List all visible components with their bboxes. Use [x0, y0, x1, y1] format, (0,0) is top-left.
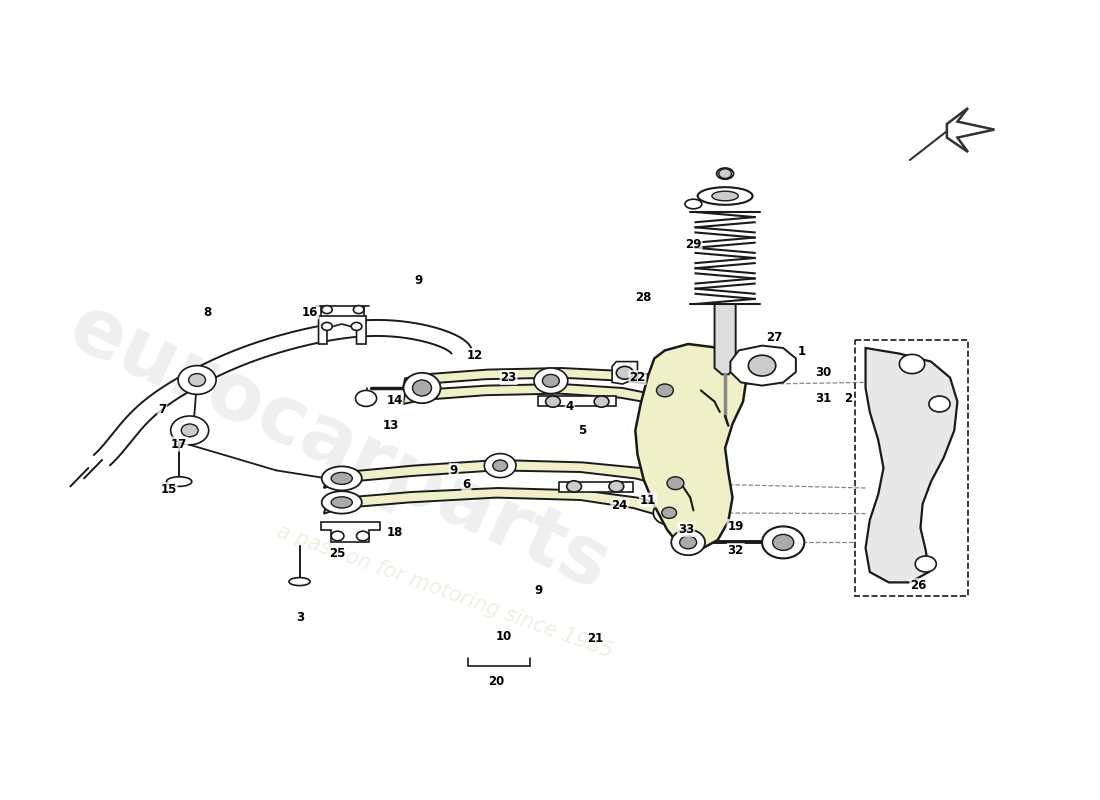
Ellipse shape [321, 466, 362, 490]
Text: 6: 6 [462, 478, 471, 490]
Ellipse shape [685, 199, 702, 209]
Circle shape [653, 501, 685, 525]
Ellipse shape [404, 373, 440, 403]
Circle shape [356, 531, 370, 541]
Text: 31: 31 [815, 392, 832, 405]
Text: 24: 24 [612, 499, 628, 512]
Circle shape [772, 534, 794, 550]
Circle shape [170, 416, 209, 445]
Polygon shape [403, 368, 669, 388]
Circle shape [748, 355, 775, 376]
Circle shape [762, 526, 804, 558]
Text: 9: 9 [415, 274, 424, 286]
Text: 9: 9 [535, 584, 542, 597]
Circle shape [915, 556, 936, 572]
Circle shape [331, 531, 344, 541]
Circle shape [542, 374, 559, 387]
Circle shape [900, 354, 925, 374]
Polygon shape [323, 460, 678, 488]
Circle shape [718, 169, 732, 178]
Text: 1: 1 [799, 346, 806, 358]
Ellipse shape [412, 380, 431, 396]
Circle shape [657, 384, 673, 397]
Circle shape [182, 424, 198, 437]
Polygon shape [323, 488, 672, 518]
Circle shape [188, 374, 206, 386]
Text: 18: 18 [386, 526, 403, 538]
Ellipse shape [697, 187, 752, 205]
Circle shape [484, 454, 516, 478]
Text: 7: 7 [158, 403, 166, 416]
Ellipse shape [331, 472, 352, 484]
Circle shape [351, 322, 362, 330]
Text: 9: 9 [450, 464, 458, 477]
Polygon shape [320, 522, 379, 542]
Polygon shape [319, 316, 366, 344]
Ellipse shape [331, 497, 352, 508]
Text: 2: 2 [845, 392, 853, 405]
Text: 11: 11 [640, 494, 656, 506]
Ellipse shape [717, 168, 734, 179]
Circle shape [659, 470, 692, 496]
Polygon shape [403, 384, 662, 404]
Polygon shape [866, 348, 957, 582]
Text: 12: 12 [466, 350, 483, 362]
Circle shape [493, 460, 507, 471]
Text: 17: 17 [170, 438, 187, 450]
Text: 14: 14 [386, 394, 403, 406]
Text: a passion for motoring since 1985: a passion for motoring since 1985 [274, 522, 616, 662]
Text: 27: 27 [767, 331, 783, 344]
Polygon shape [636, 344, 746, 550]
Text: 21: 21 [587, 632, 603, 645]
Text: 20: 20 [487, 675, 504, 688]
Circle shape [667, 477, 684, 490]
Text: 22: 22 [629, 371, 646, 384]
Circle shape [355, 390, 376, 406]
Circle shape [662, 507, 676, 518]
Polygon shape [612, 362, 638, 384]
Ellipse shape [321, 491, 362, 514]
Circle shape [616, 366, 634, 379]
Text: 16: 16 [301, 306, 318, 318]
Circle shape [321, 306, 332, 314]
Ellipse shape [712, 191, 738, 201]
Text: 23: 23 [500, 371, 517, 384]
Text: 13: 13 [382, 419, 398, 432]
Text: 33: 33 [678, 523, 694, 536]
Circle shape [928, 396, 950, 412]
Circle shape [534, 368, 568, 394]
Text: 25: 25 [329, 547, 345, 560]
Text: 29: 29 [685, 238, 702, 250]
Circle shape [671, 530, 705, 555]
Text: eurocarparts: eurocarparts [57, 289, 623, 607]
Polygon shape [559, 482, 634, 492]
Ellipse shape [166, 477, 191, 486]
Circle shape [546, 396, 560, 407]
Ellipse shape [289, 578, 310, 586]
Circle shape [680, 536, 696, 549]
Circle shape [178, 366, 216, 394]
Circle shape [321, 322, 332, 330]
Polygon shape [715, 304, 736, 374]
Text: 19: 19 [727, 520, 744, 533]
Text: 4: 4 [565, 400, 574, 413]
Text: 8: 8 [204, 306, 212, 318]
Text: 15: 15 [161, 483, 177, 496]
Circle shape [648, 378, 682, 403]
Text: 30: 30 [815, 366, 832, 378]
Circle shape [609, 481, 624, 492]
Text: 10: 10 [495, 630, 512, 642]
Text: 26: 26 [910, 579, 926, 592]
Circle shape [594, 396, 609, 407]
Circle shape [353, 306, 364, 314]
Text: 5: 5 [579, 424, 586, 437]
Text: 32: 32 [727, 544, 744, 557]
Polygon shape [730, 346, 796, 386]
Text: 3: 3 [297, 611, 305, 624]
Text: 28: 28 [636, 291, 652, 304]
Circle shape [566, 481, 582, 492]
Polygon shape [538, 396, 616, 406]
